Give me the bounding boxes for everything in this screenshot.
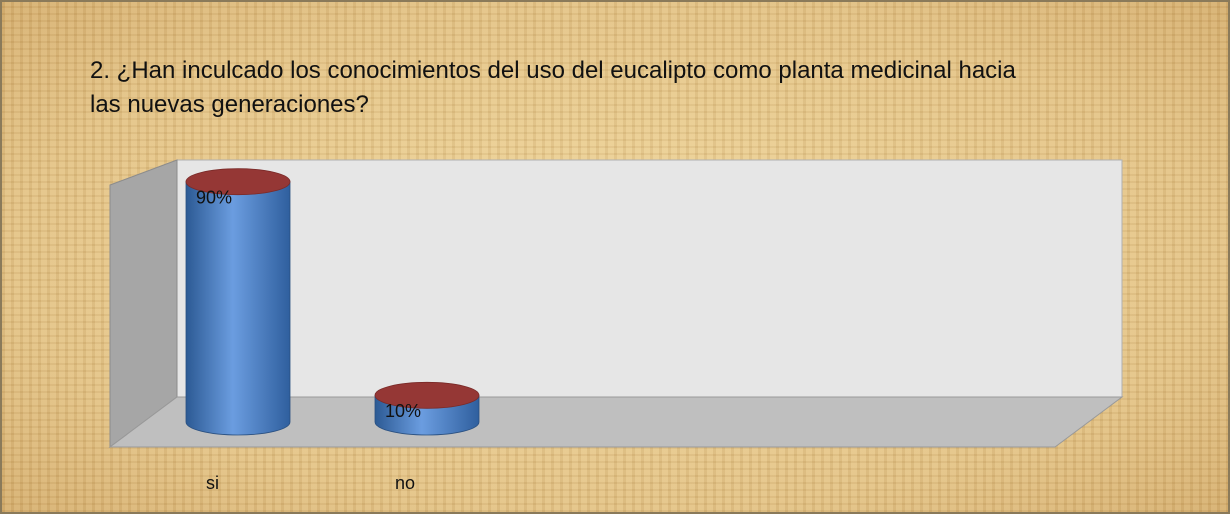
data-label: 10% bbox=[385, 401, 421, 421]
bar-top bbox=[185, 168, 291, 196]
data-label: 90% bbox=[196, 187, 232, 207]
floor bbox=[108, 396, 1124, 448]
bar bbox=[185, 181, 291, 436]
back-wall bbox=[176, 159, 1123, 398]
x-tick-label: si bbox=[206, 473, 219, 493]
bar-top bbox=[374, 381, 480, 409]
x-tick-label: no bbox=[395, 473, 415, 493]
chart-title: 2. ¿Han inculcado los conocimientos del … bbox=[90, 57, 1016, 118]
